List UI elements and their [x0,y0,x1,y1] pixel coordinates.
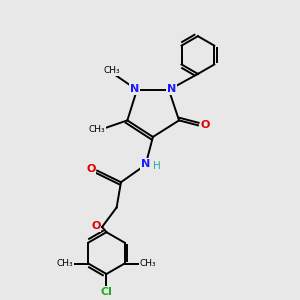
Text: CH₃: CH₃ [57,259,74,268]
Text: CH₃: CH₃ [88,124,105,134]
Text: O: O [86,164,95,174]
Text: O: O [200,120,210,130]
Text: CH₃: CH₃ [103,66,120,75]
Text: Cl: Cl [100,287,112,297]
Text: N: N [141,159,150,169]
Text: CH₃: CH₃ [140,259,156,268]
Text: H: H [153,161,160,171]
Text: N: N [130,84,139,94]
Text: O: O [91,221,100,231]
Text: N: N [167,84,176,94]
